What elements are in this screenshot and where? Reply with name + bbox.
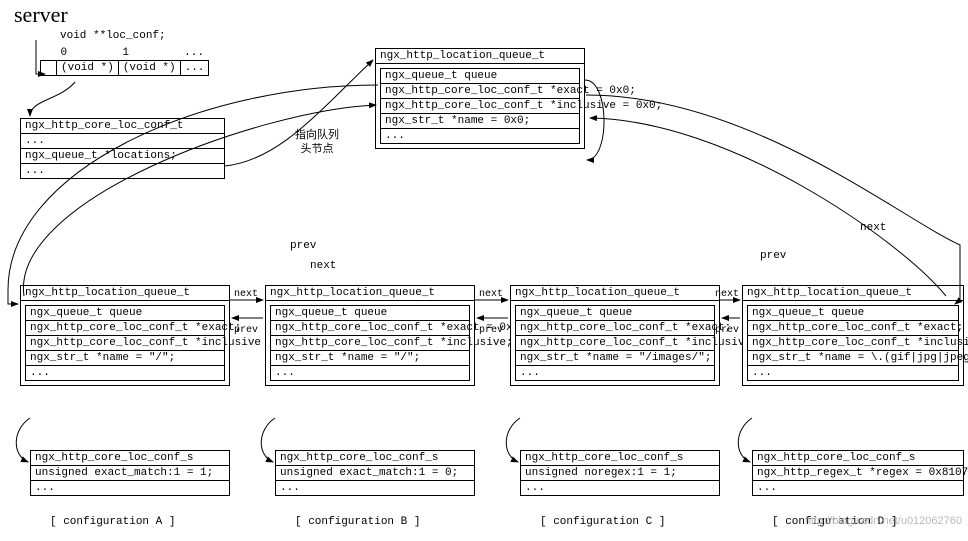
queue-node: ngx_http_location_queue_tngx_queue_t que…	[742, 285, 964, 386]
svg-text:next: next	[234, 289, 258, 300]
queue-node: ngx_http_location_queue_tngx_queue_t que…	[20, 285, 230, 386]
note-cn: 指向队列头节点	[295, 128, 339, 156]
conf-struct: ngx_http_core_loc_conf_sunsigned exact_m…	[30, 450, 230, 496]
queue-node: ngx_http_location_queue_tngx_queue_t que…	[510, 285, 720, 386]
head-queue-node: ngx_http_location_queue_t ngx_queue_t qu…	[375, 48, 585, 149]
loc-conf-array: 0 1 ... (void *) (void *) ...	[40, 46, 209, 76]
conf-label: [ configuration B ]	[295, 516, 420, 528]
page-title: server	[14, 2, 68, 28]
conf-struct: ngx_http_core_loc_conf_sunsigned exact_m…	[275, 450, 475, 496]
queue-node: ngx_http_location_queue_tngx_queue_t que…	[265, 285, 475, 386]
conf-label: [ configuration A ]	[50, 516, 175, 528]
svg-text:next: next	[860, 222, 886, 234]
svg-text:prev: prev	[760, 250, 787, 262]
conf-label: [ configuration C ]	[540, 516, 665, 528]
core-loc-conf-struct: ngx_http_core_loc_conf_t ... ngx_queue_t…	[20, 118, 225, 179]
svg-text:next: next	[310, 260, 336, 272]
svg-text:next: next	[479, 289, 503, 300]
watermark: http://blog.csdn.net/u012062760	[805, 515, 962, 527]
svg-text:prev: prev	[290, 240, 317, 252]
conf-struct: ngx_http_core_loc_conf_sunsigned noregex…	[520, 450, 720, 496]
decl-label: void **loc_conf;	[60, 30, 166, 42]
conf-struct: ngx_http_core_loc_conf_sngx_http_regex_t…	[752, 450, 964, 496]
